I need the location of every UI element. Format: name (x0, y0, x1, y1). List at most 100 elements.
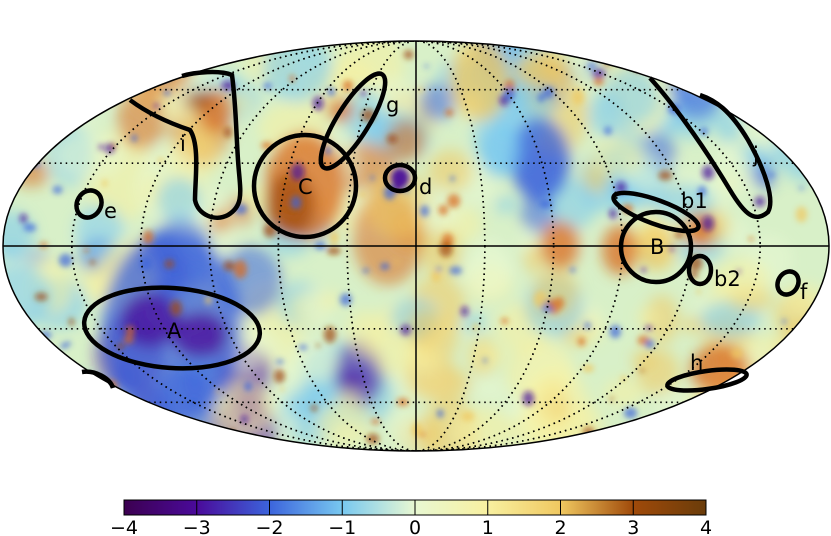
field-patch (450, 41, 510, 121)
field-patch (645, 325, 653, 331)
field-patch (279, 386, 285, 392)
field-patch (43, 60, 68, 83)
field-patch (263, 82, 272, 90)
field-patch (6, 412, 33, 446)
region-label-B: B (650, 235, 664, 259)
field-patch (702, 165, 715, 180)
field-patch (244, 381, 252, 392)
field-patch (342, 80, 354, 92)
field-patch (495, 196, 517, 213)
field-patch (806, 75, 813, 84)
colorbar-tick-label: 4 (700, 517, 712, 536)
field-patch (324, 147, 331, 155)
field-patch (54, 89, 66, 102)
field-patch (547, 298, 557, 309)
region-label-f: f (800, 280, 808, 304)
field-patch (16, 70, 28, 78)
field-patch (427, 149, 473, 194)
field-patch (592, 69, 606, 78)
field-patch (98, 42, 113, 61)
field-patch (713, 258, 771, 302)
field-patch (17, 81, 82, 138)
field-patch (81, 66, 114, 97)
field-patch (424, 64, 429, 68)
field-patch (240, 414, 249, 424)
field-patch (139, 41, 162, 69)
field-patch (3, 47, 50, 124)
field-patch (223, 260, 235, 271)
field-patch (748, 236, 754, 242)
field-patch (668, 421, 681, 433)
field-patch (58, 253, 73, 267)
field-patch (420, 205, 430, 217)
field-patch (370, 175, 375, 181)
field-patch (123, 335, 134, 344)
field-patch (500, 317, 509, 324)
field-patch (400, 324, 411, 336)
field-patch (758, 425, 781, 446)
field-patch (34, 388, 59, 422)
colorbar-tick-label: −2 (255, 517, 283, 536)
region-label-g: g (386, 93, 399, 117)
region-label-C: C (298, 175, 313, 199)
field-patch (733, 410, 743, 419)
field-patch (25, 403, 50, 420)
field-patch (170, 300, 182, 316)
field-patch (577, 337, 586, 347)
field-patch (623, 407, 638, 419)
field-patch (582, 364, 595, 373)
field-patch (523, 245, 545, 274)
region-f-outline (775, 269, 801, 297)
region-label-b1: b1 (681, 189, 708, 213)
field-patch (327, 87, 336, 97)
field-patch (569, 267, 576, 273)
field-patch (644, 339, 655, 349)
field-patch (803, 107, 816, 124)
field-patch (768, 394, 821, 451)
map-boundary (2, 40, 830, 452)
field-patch (774, 383, 783, 390)
field-patch (757, 405, 817, 445)
field-patch (310, 404, 318, 412)
field-patch (708, 404, 721, 417)
field-patch (449, 266, 463, 275)
field-patch (164, 418, 195, 450)
field-patch (163, 89, 171, 96)
field-patch (515, 52, 565, 88)
field-patch (658, 170, 673, 181)
field-patch (101, 179, 108, 188)
field-patch (505, 340, 575, 406)
field-patch (298, 344, 308, 351)
field-patch (233, 260, 248, 279)
field-patch (14, 417, 77, 451)
field-patch (329, 231, 340, 245)
field-patch (52, 185, 63, 194)
region-C-outline (251, 132, 359, 240)
field-patch (38, 49, 88, 109)
region-label-d: d (419, 175, 432, 199)
field-patch (745, 383, 750, 388)
field-patch (54, 132, 125, 180)
field-patch (699, 127, 709, 135)
field-patch (632, 350, 656, 369)
region-partial-left-outline (81, 369, 116, 389)
field-patch (482, 357, 488, 363)
field-patch (34, 292, 48, 301)
field-patch (125, 325, 135, 337)
field-patch (603, 379, 643, 407)
region-b2-outline (686, 253, 714, 287)
colorbar-tick-label: −1 (328, 517, 356, 536)
field-patch (438, 241, 453, 258)
region-labels: A B C d e f g h i j b1 b2 (104, 93, 808, 375)
field-patch (83, 247, 90, 253)
field-patch (3, 406, 60, 451)
field-patch (735, 43, 785, 110)
field-patch (543, 86, 555, 99)
field-patch (696, 288, 701, 295)
field-patch (438, 204, 449, 216)
colorbar-ticks: −4 −3 −2 −1 0 1 2 3 4 (110, 500, 712, 536)
field-patch (274, 369, 286, 384)
field-patch (91, 41, 152, 89)
field-patch (403, 49, 414, 60)
field-patch (609, 324, 622, 339)
